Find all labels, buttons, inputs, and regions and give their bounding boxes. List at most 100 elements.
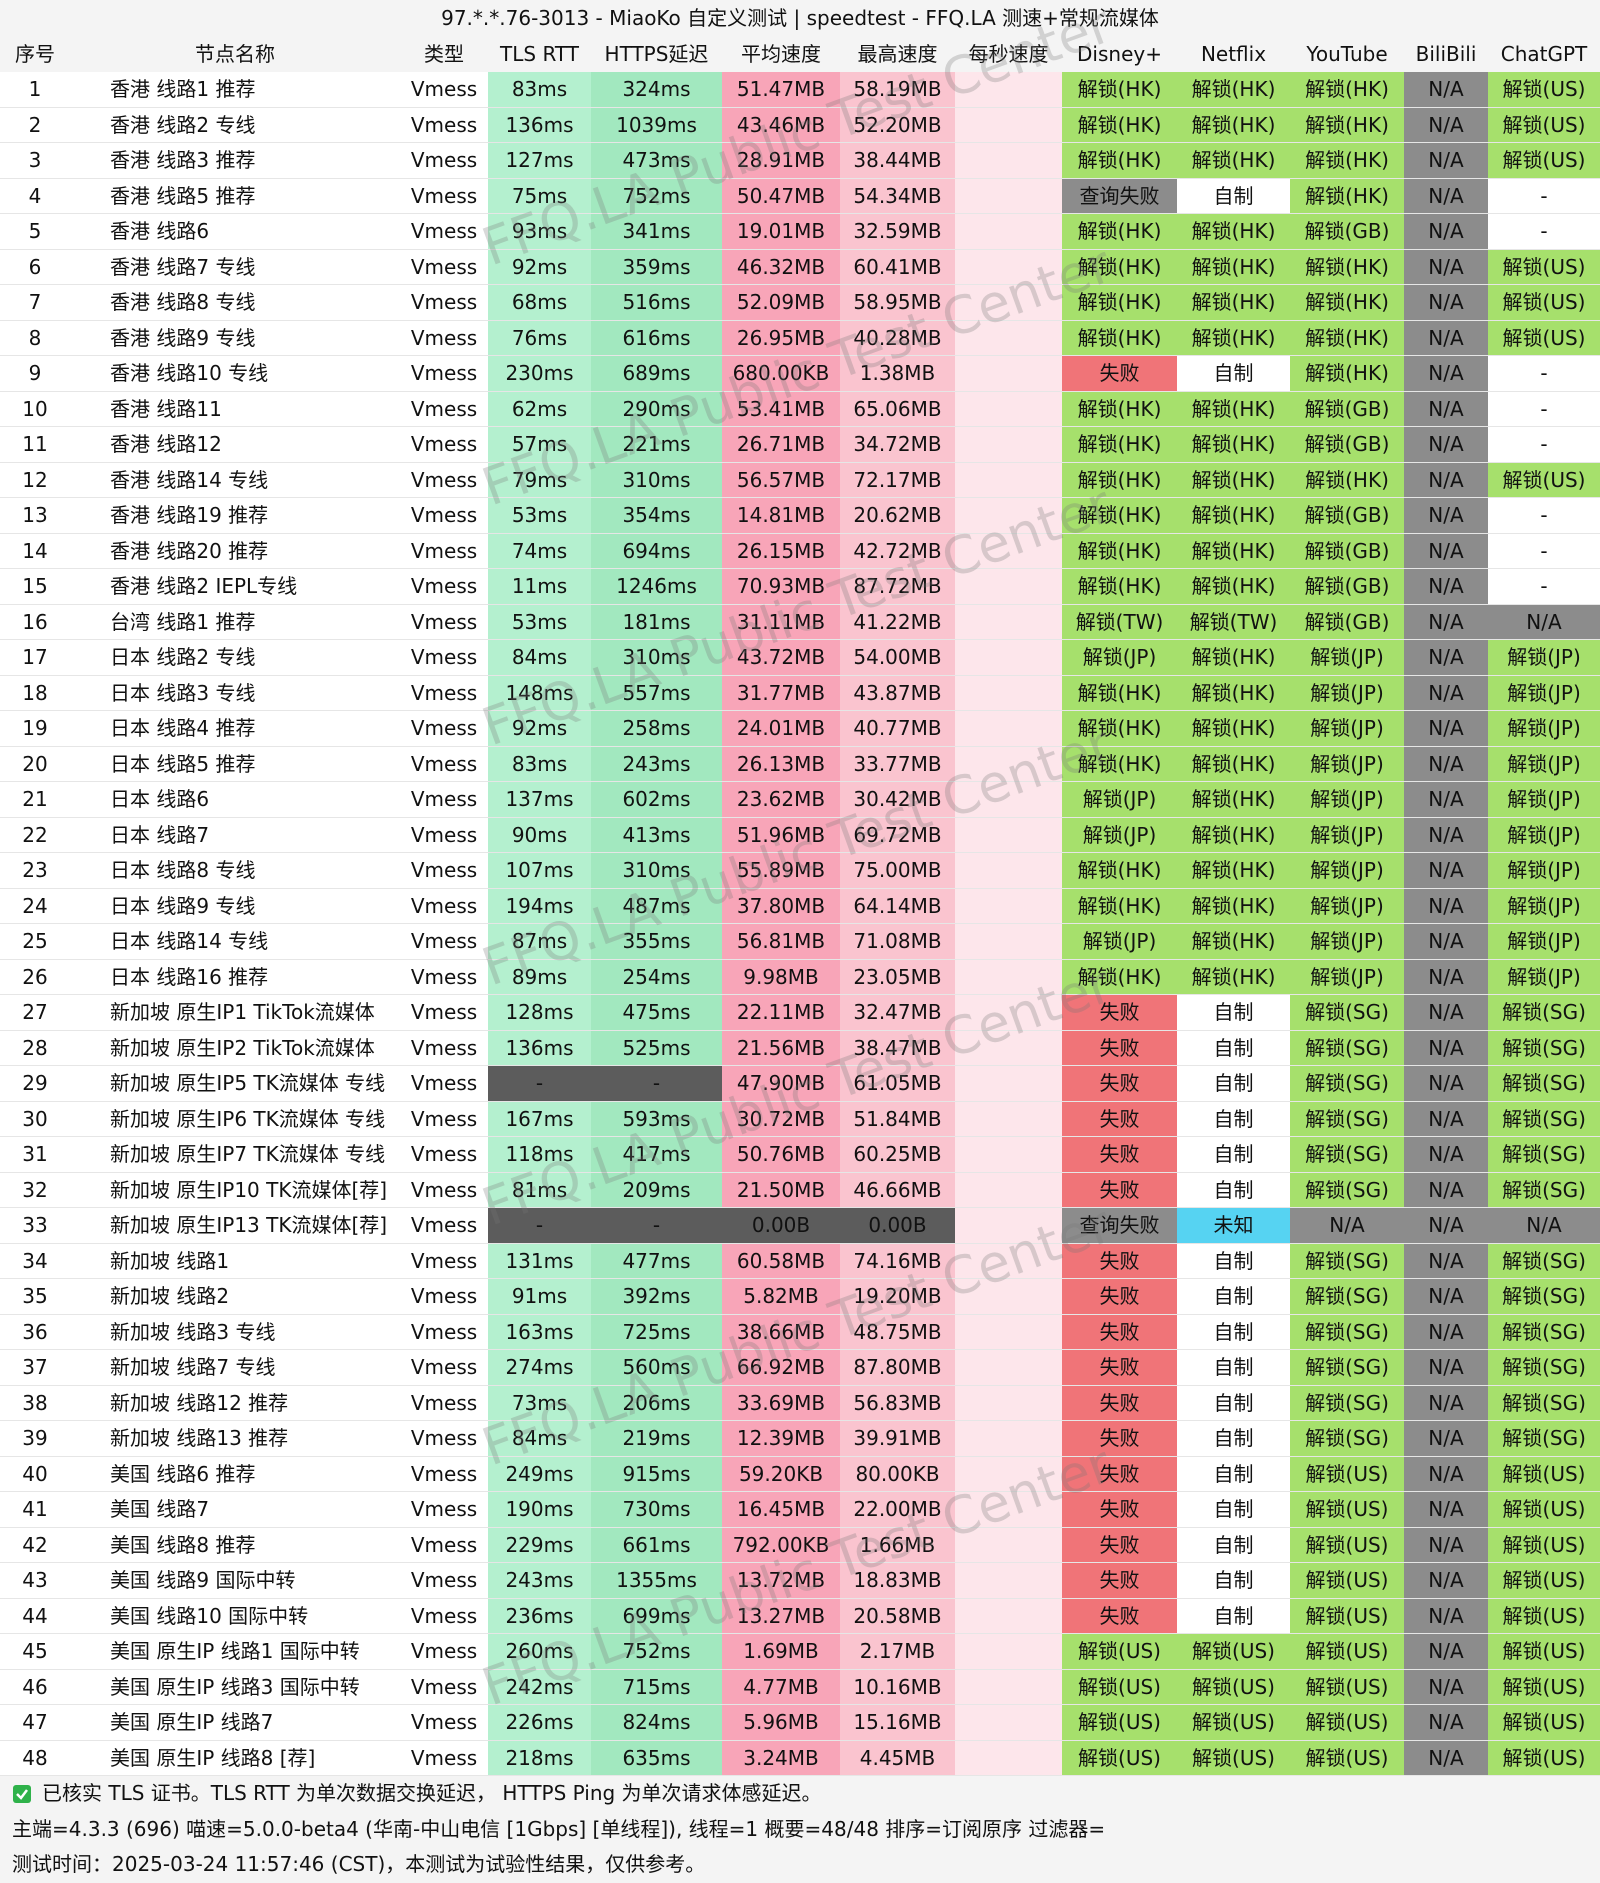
table-row: 46 美国 原生IP 线路3 国际中转 Vmess 242ms 715ms 4.77MB 1… [0, 1669, 1600, 1705]
cell: 解锁(US) [1488, 1456, 1600, 1492]
cell: 新加坡 线路1 [70, 1243, 400, 1279]
table-row: 12 香港 线路14 专线 Vmess 79ms 310ms 56.57MB 72.17MB… [0, 462, 1600, 498]
cell: - [488, 1208, 591, 1244]
cell: 新加坡 线路3 专线 [70, 1314, 400, 1350]
cell: Vmess [400, 1350, 488, 1386]
column-header: HTTPS延迟 [591, 36, 722, 72]
cell: 解锁(HK) [1062, 746, 1177, 782]
cell: 解锁(JP) [1290, 853, 1404, 889]
cell: 54.34MB [840, 178, 955, 214]
cell: 31.77MB [722, 675, 840, 711]
footer-text: 已核实 TLS 证书。TLS RTT 为单次数据交换延迟， HTTPS Ping… [42, 1781, 822, 1805]
cell: 解锁(JP) [1062, 640, 1177, 676]
cell: 解锁(US) [1062, 1669, 1177, 1705]
cell: 解锁(HK) [1177, 746, 1290, 782]
cell: 解锁(US) [1488, 1598, 1600, 1634]
cell: N/A [1404, 817, 1488, 853]
cell: 解锁(HK) [1062, 569, 1177, 605]
speed-sparkline [955, 1669, 1062, 1705]
speed-sparkline [955, 1634, 1062, 1670]
speed-sparkline [955, 782, 1062, 818]
cell: 1246ms [591, 569, 722, 605]
cell: 解锁(SG) [1488, 1314, 1600, 1350]
table-row: 31 新加坡 原生IP7 TK流媒体 专线 Vmess 118ms 417ms 50.76… [0, 1137, 1600, 1173]
cell: 失败 [1062, 1385, 1177, 1421]
speed-sparkline [955, 1598, 1062, 1634]
cell: 解锁(HK) [1177, 817, 1290, 853]
cell: 38.44MB [840, 143, 955, 179]
speed-sparkline [955, 675, 1062, 711]
cell: 解锁(SG) [1290, 1172, 1404, 1208]
cell: 5.82MB [722, 1279, 840, 1315]
cell: 解锁(HK) [1290, 178, 1404, 214]
cell: 解锁(US) [1488, 285, 1600, 321]
cell: N/A [1404, 249, 1488, 285]
cell: 36 [0, 1314, 70, 1350]
cell: 243ms [488, 1563, 591, 1599]
cell: 274ms [488, 1350, 591, 1386]
cell: 715ms [591, 1669, 722, 1705]
cell: N/A [1404, 1385, 1488, 1421]
speed-sparkline [955, 1385, 1062, 1421]
cell: 解锁(JP) [1062, 817, 1177, 853]
cell: 香港 线路5 推荐 [70, 178, 400, 214]
cell: 31 [0, 1137, 70, 1173]
cell: N/A [1404, 1705, 1488, 1741]
cell: 解锁(SG) [1290, 1421, 1404, 1457]
cell: N/A [1404, 995, 1488, 1031]
cell: N/A [1404, 640, 1488, 676]
cell: 5 [0, 214, 70, 250]
cell: 50.76MB [722, 1137, 840, 1173]
cell: 52.09MB [722, 285, 840, 321]
cell: Vmess [400, 391, 488, 427]
cell: 242ms [488, 1669, 591, 1705]
cell: - [1488, 569, 1600, 605]
column-header: 序号 [0, 36, 70, 72]
cell: 310ms [591, 640, 722, 676]
cell: 46.66MB [840, 1172, 955, 1208]
table-row: 8 香港 线路9 专线 Vmess 76ms 616ms 26.95MB 40.28MB 解锁… [0, 320, 1600, 356]
cell: 22.00MB [840, 1492, 955, 1528]
cell: N/A [1404, 1669, 1488, 1705]
cell: - [591, 1208, 722, 1244]
cell: 76ms [488, 320, 591, 356]
cell: 解锁(SG) [1488, 1137, 1600, 1173]
cell: 60.58MB [722, 1243, 840, 1279]
cell: 自制 [1177, 1421, 1290, 1457]
cell: Vmess [400, 711, 488, 747]
footer-text: 测试时间：2025-03-24 11:57:46 (CST)，本测试为试验性结果… [12, 1852, 706, 1876]
speed-sparkline [955, 888, 1062, 924]
cell: 413ms [591, 817, 722, 853]
cell: 解锁(JP) [1062, 782, 1177, 818]
cell: Vmess [400, 746, 488, 782]
cell: 236ms [488, 1598, 591, 1634]
cell: Vmess [400, 604, 488, 640]
cell: Vmess [400, 356, 488, 392]
cell: N/A [1290, 1208, 1404, 1244]
cell: 日本 线路4 推荐 [70, 711, 400, 747]
cell: N/A [1404, 1172, 1488, 1208]
cell: 查询失败 [1062, 178, 1177, 214]
cell: 71.08MB [840, 924, 955, 960]
cell: 解锁(US) [1488, 462, 1600, 498]
cell: 自制 [1177, 1314, 1290, 1350]
cell: 失败 [1062, 1066, 1177, 1102]
cell: 43.46MB [722, 107, 840, 143]
cell: 53ms [488, 498, 591, 534]
cell: 689ms [591, 356, 722, 392]
cell: 230ms [488, 356, 591, 392]
cell: Vmess [400, 1492, 488, 1528]
cell: 解锁(US) [1290, 1669, 1404, 1705]
table-row: 35 新加坡 线路2 Vmess 91ms 392ms 5.82MB 19.20MB 失败 自制… [0, 1279, 1600, 1315]
cell: 40.77MB [840, 711, 955, 747]
cell: N/A [1404, 853, 1488, 889]
cell: 60.25MB [840, 1137, 955, 1173]
cell: 45 [0, 1634, 70, 1670]
cell: Vmess [400, 178, 488, 214]
cell: 83ms [488, 72, 591, 108]
cell: 解锁(SG) [1290, 1279, 1404, 1315]
cell: 解锁(HK) [1177, 640, 1290, 676]
cell: 解锁(US) [1290, 1740, 1404, 1776]
speed-sparkline [955, 107, 1062, 143]
cell: 失败 [1062, 1137, 1177, 1173]
